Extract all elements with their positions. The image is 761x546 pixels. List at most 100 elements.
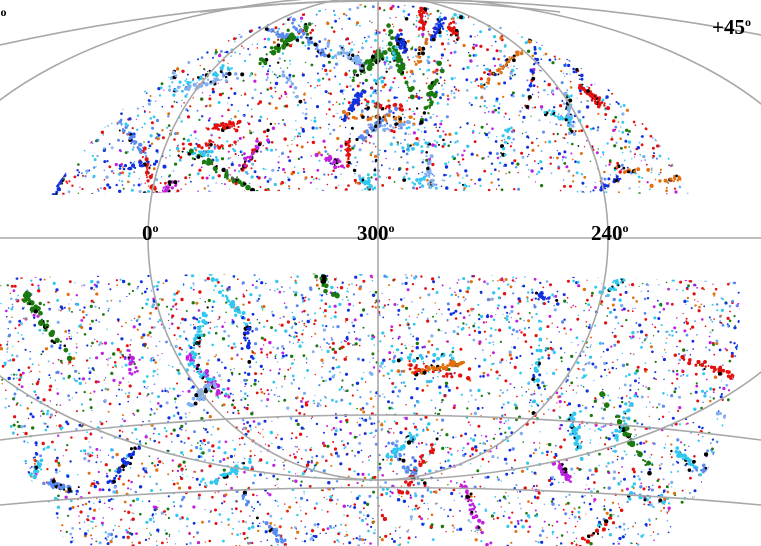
galaxy-dot (557, 167, 560, 170)
galaxy-dot (427, 112, 430, 115)
galaxy-dot (297, 132, 301, 136)
galaxy-dot (302, 170, 306, 173)
galaxy-dot (456, 153, 460, 156)
galaxy-dot (576, 190, 579, 193)
galaxy-dot (144, 151, 147, 155)
galaxy-dot (323, 37, 327, 41)
galaxy-dot (392, 168, 394, 170)
galaxy-dot (276, 500, 279, 503)
galaxy-dot (284, 171, 286, 174)
galaxy-dot (456, 172, 459, 175)
galaxy-dot (408, 96, 410, 99)
galaxy-dot (415, 94, 419, 98)
galaxy-dot (278, 97, 281, 100)
galaxy-dot (622, 103, 626, 107)
galaxy-dot (562, 72, 565, 75)
galaxy-dot (652, 137, 654, 139)
galaxy-dot (493, 64, 497, 67)
galaxy-dot (406, 56, 410, 59)
galaxy-dot (184, 79, 187, 82)
galaxy-dot (495, 97, 499, 101)
galaxy-dot (155, 149, 159, 153)
galaxy-dot (517, 171, 519, 174)
galaxy-dot (346, 55, 351, 60)
galaxy-dot (331, 173, 333, 176)
galaxy-dot (71, 184, 74, 187)
galaxy-dot (420, 96, 423, 99)
galaxy-dot (386, 44, 388, 47)
galaxy-dot (412, 23, 415, 26)
galaxy-dot (205, 176, 209, 180)
galaxy-dot (370, 46, 372, 48)
galaxy-dot (330, 26, 334, 29)
galaxy-dot (666, 520, 669, 522)
galaxy-dot (420, 131, 423, 133)
galaxy-dot (428, 176, 431, 179)
galaxy-dot (300, 145, 304, 149)
galaxy-dot (371, 99, 376, 104)
galaxy-dot (488, 151, 492, 155)
galaxy-dot (346, 147, 350, 152)
galaxy-dot (256, 137, 259, 140)
galaxy-dot (23, 317, 25, 320)
galaxy-dot (204, 105, 208, 108)
galaxy-dot (133, 161, 136, 163)
galaxy-dot (369, 94, 373, 98)
galaxy-dot (318, 178, 321, 181)
galaxy-dot (288, 159, 292, 163)
galaxy-dot (491, 45, 493, 47)
galaxy-dot (554, 58, 557, 61)
galaxy-dot (322, 64, 326, 68)
galaxy-dot (428, 157, 431, 161)
galaxy-dot (366, 100, 370, 104)
galaxy-dot (634, 379, 637, 383)
galaxy-dot (446, 33, 449, 36)
galaxy-dot (253, 79, 257, 83)
galaxy-dot (234, 51, 237, 54)
galaxy-dot (197, 150, 201, 153)
galaxy-dot (407, 13, 411, 16)
galaxy-dot (445, 433, 449, 437)
galaxy-dot (295, 94, 299, 99)
galaxy-dot (474, 53, 478, 57)
galaxy-dot (421, 32, 425, 37)
galaxy-dot (592, 189, 595, 192)
galaxy-dot (453, 499, 455, 502)
galaxy-dot (344, 72, 348, 77)
galaxy-dot (231, 178, 236, 183)
galaxy-dot (342, 93, 344, 95)
galaxy-dot (537, 91, 540, 94)
galaxy-dot (350, 48, 354, 52)
galaxy-dot (211, 400, 214, 403)
galaxy-dot (512, 56, 516, 59)
galaxy-dot (255, 149, 259, 153)
galaxy-dot (508, 118, 511, 120)
galaxy-dot (497, 178, 500, 181)
galaxy-dot (229, 157, 232, 159)
galaxy-dot (337, 165, 340, 169)
galaxy-dot (181, 99, 183, 102)
galaxy-dot (383, 149, 387, 153)
galaxy-dot (260, 281, 264, 285)
galaxy-dot (65, 180, 68, 183)
galaxy-dot (358, 517, 361, 519)
galaxy-dot (479, 30, 482, 34)
galaxy-dot (438, 126, 441, 129)
galaxy-dot (344, 142, 347, 145)
galaxy-dot (394, 150, 397, 153)
galaxy-dot (484, 111, 486, 114)
galaxy-dot (334, 175, 338, 179)
galaxy-dot (95, 139, 98, 143)
galaxy-dot (405, 172, 408, 175)
galaxy-dot (614, 115, 618, 119)
galaxy-dot (400, 142, 402, 145)
galaxy-dot (455, 88, 458, 91)
galaxy-dot (491, 127, 494, 130)
galaxy-dot (313, 119, 317, 123)
galaxy-dot (234, 182, 238, 186)
galaxy-dot (261, 65, 264, 68)
galaxy-dot (279, 67, 282, 70)
galaxy-dot (347, 117, 350, 120)
galaxy-dot (317, 151, 321, 155)
galaxy-dot (466, 65, 470, 70)
